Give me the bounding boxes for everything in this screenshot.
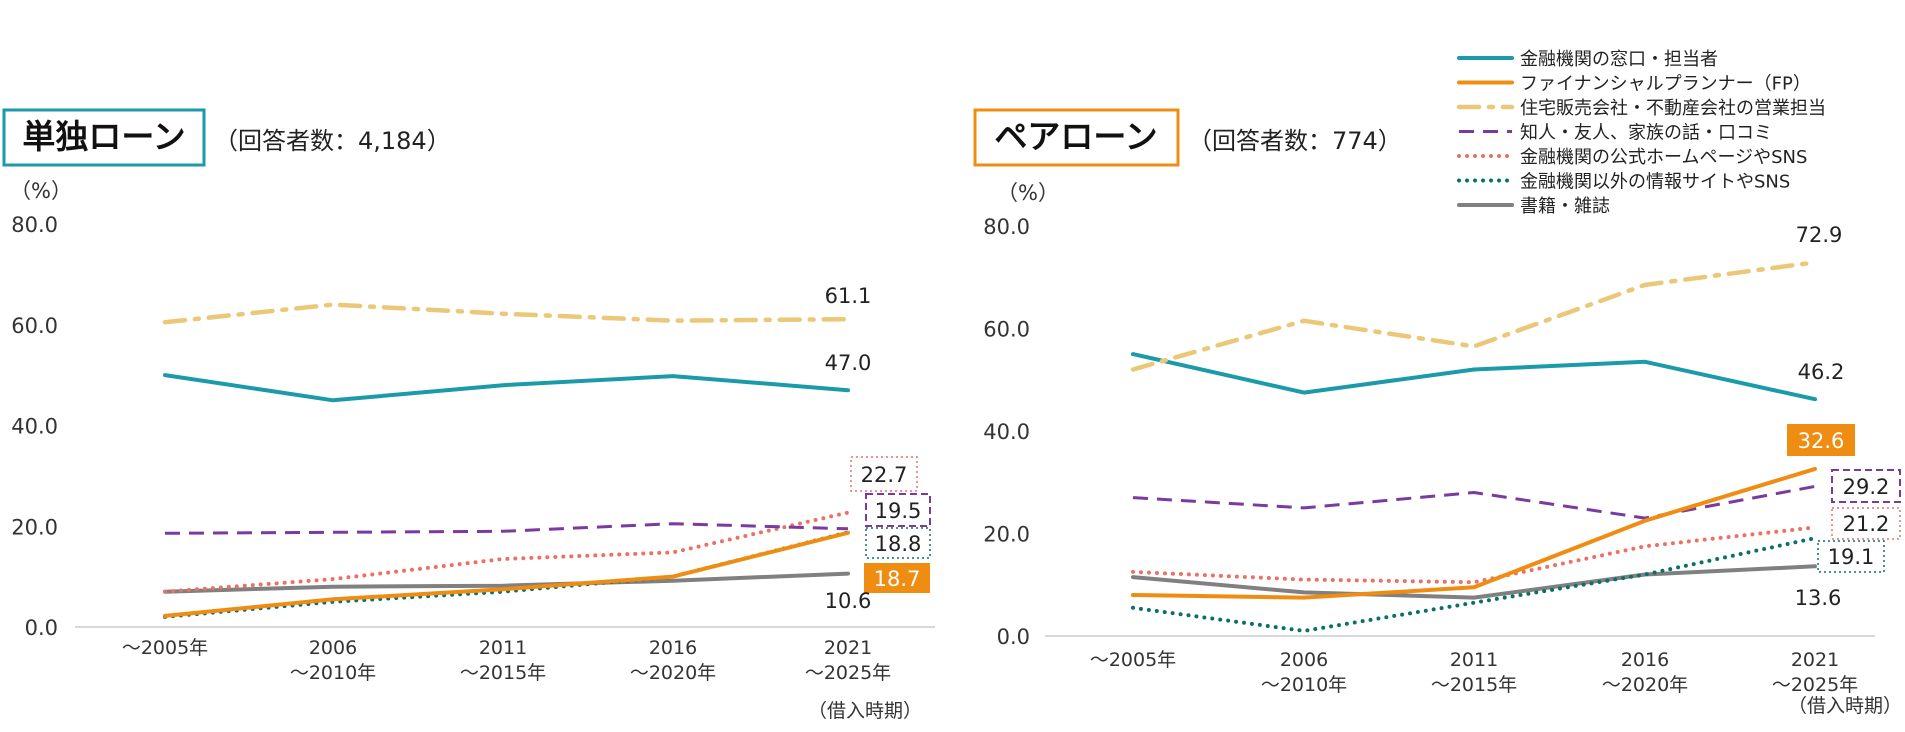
data-label-box <box>864 563 930 593</box>
x-tick-label: 2016 <box>649 637 697 659</box>
data-label: 46.2 <box>1798 360 1845 384</box>
series-line <box>163 373 850 403</box>
x-tick-label: 2021 <box>1791 649 1839 671</box>
data-label-box <box>850 456 918 492</box>
x-tick-label: 2011 <box>1450 649 1498 671</box>
single-loan-title: 単独ローン <box>22 117 185 156</box>
single-loan-y-unit: （%） <box>10 179 72 203</box>
legend-label: 金融機関以外の情報サイトやSNS <box>1520 172 1790 193</box>
pair-loan-x-label: （借入時期） <box>1788 695 1902 717</box>
pair-loan-title: ペアローン <box>994 117 1157 156</box>
data-label-box <box>1787 424 1855 456</box>
data-label: 22.7 <box>861 463 908 487</box>
x-tick-label: ～2010年 <box>1261 674 1347 696</box>
series-line <box>163 530 850 618</box>
y-tick-label: 20.0 <box>11 515 58 539</box>
y-tick-label: 60.0 <box>983 318 1030 342</box>
x-tick-label: ～2010年 <box>290 662 376 684</box>
x-tick-label: 2006 <box>1280 649 1328 671</box>
pair-loan-title-box <box>973 108 1180 167</box>
pair-loan-data-labels: 72.9 46.2 32.6 29.2 21.2 19.1 13.6 <box>1787 223 1901 610</box>
single-loan-data-labels: 61.1 47.0 22.7 19.5 18.8 18.7 10.6 <box>825 284 931 613</box>
data-label: 18.8 <box>875 532 922 556</box>
single-loan-title-box <box>2 108 206 167</box>
single-loan-y-axis: 0.0 20.0 40.0 60.0 80.0 <box>11 213 58 640</box>
data-label-box <box>865 493 931 527</box>
series-line <box>1130 260 1818 372</box>
y-tick-label: 60.0 <box>11 314 58 338</box>
series-line <box>162 302 851 325</box>
single-loan-panel: 単独ローン （回答者数：4,184） （%） 0.0 20.0 40.0 60.0 80… <box>2 108 935 722</box>
x-tick-label: ～2015年 <box>460 662 546 684</box>
data-label: 32.6 <box>1798 429 1845 453</box>
pair-loan-respondents: （回答者数：774） <box>1188 127 1402 155</box>
data-label: 21.2 <box>1843 512 1890 536</box>
x-tick-label: ～2020年 <box>630 662 716 684</box>
legend-label: ファイナンシャルプランナー（FP） <box>1520 74 1811 95</box>
x-tick-label: ～2020年 <box>1602 674 1688 696</box>
data-label: 29.2 <box>1843 475 1890 499</box>
legend-label: 金融機関の窓口・担当者 <box>1520 49 1718 70</box>
series-line <box>1131 564 1817 600</box>
y-tick-label: 40.0 <box>11 415 58 439</box>
data-label: 47.0 <box>825 351 872 375</box>
x-tick-label: ～2005年 <box>1090 649 1176 671</box>
legend-label: 金融機関の公式ホームページやSNS <box>1520 147 1807 168</box>
x-tick-label: 2011 <box>479 637 527 659</box>
y-tick-label: 0.0 <box>997 625 1030 649</box>
x-tick-label: ～2015年 <box>1431 674 1517 696</box>
data-label: 19.5 <box>875 499 922 523</box>
data-label: 61.1 <box>825 284 872 308</box>
pair-loan-x-axis: ～2005年 2006 ～2010年 2011 ～2015年 2016 ～2020年 2021… <box>1090 649 1858 696</box>
data-label-box <box>1817 540 1885 573</box>
y-tick-label: 20.0 <box>983 523 1030 547</box>
legend-label: 住宅販売会社・不動産会社の営業担当 <box>1520 98 1826 119</box>
pair-loan-series <box>1130 260 1818 633</box>
data-label-box <box>1831 469 1901 503</box>
legend-label: 知人・友人、家族の話・口コミ <box>1520 123 1772 144</box>
data-label: 72.9 <box>1796 223 1843 247</box>
x-tick-label: 2016 <box>1621 649 1669 671</box>
series-line <box>1131 525 1817 585</box>
single-loan-x-label: （借入時期） <box>808 700 922 722</box>
data-label: 19.1 <box>1828 545 1875 569</box>
y-tick-label: 80.0 <box>983 215 1030 239</box>
pair-loan-panel: ペアローン （回答者数：774） （%） 0.0 20.0 40.0 60.0 80.0… <box>973 108 1902 717</box>
single-loan-series <box>162 302 851 619</box>
y-tick-label: 80.0 <box>11 213 58 237</box>
series-line <box>164 522 849 535</box>
legend-label: 書籍・雑誌 <box>1520 196 1610 217</box>
pair-loan-y-axis: 0.0 20.0 40.0 60.0 80.0 <box>983 215 1030 649</box>
series-line <box>1132 484 1816 520</box>
series-line <box>1131 466 1817 600</box>
data-label: 10.6 <box>825 589 872 613</box>
single-loan-x-axis: ～2005年 2006 ～2010年 2011 ～2015年 2016 ～2020年 2021… <box>122 637 891 684</box>
data-label-box <box>865 527 931 559</box>
single-loan-respondents: （回答者数：4,184） <box>214 127 451 155</box>
data-label: 13.6 <box>1795 586 1842 610</box>
series-line <box>163 510 850 594</box>
pair-loan-y-unit: （%） <box>997 181 1059 205</box>
series-line <box>1131 536 1817 633</box>
x-tick-label: 2021 <box>824 637 872 659</box>
data-label-box <box>1831 507 1901 540</box>
x-tick-label: ～2025年 <box>805 662 891 684</box>
series-line <box>1131 352 1817 402</box>
y-tick-label: 40.0 <box>983 420 1030 444</box>
series-line <box>163 571 850 594</box>
data-label: 18.7 <box>874 567 921 591</box>
x-tick-label: ～2025年 <box>1772 674 1858 696</box>
x-tick-label: ～2005年 <box>122 637 208 659</box>
x-tick-label: 2006 <box>309 637 357 659</box>
y-tick-label: 0.0 <box>25 616 58 640</box>
